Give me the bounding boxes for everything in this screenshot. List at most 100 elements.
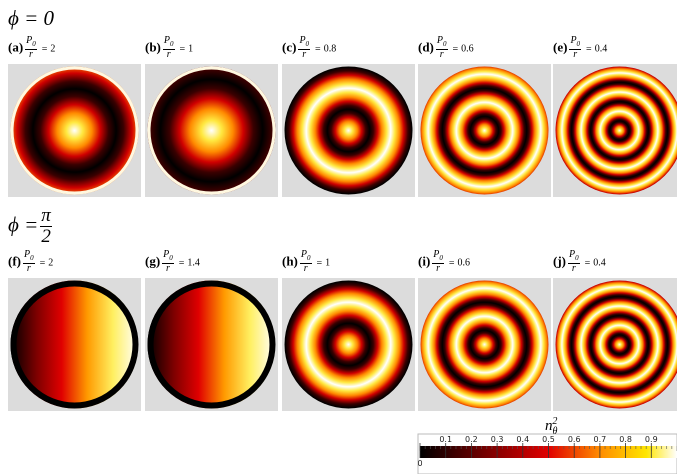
numerator-text: P — [433, 249, 440, 260]
colorbar-symbol: n — [545, 418, 553, 434]
parameter-value: 0.8 — [323, 43, 337, 55]
numerator-text: P — [299, 35, 306, 46]
numerator-subscript: 0 — [307, 254, 311, 262]
parameter-fraction: P0 r — [23, 250, 35, 274]
fraction-numerator: P0 — [298, 35, 311, 50]
colorbar-subscript: θ — [552, 426, 558, 437]
numerator-subscript: 0 — [443, 40, 447, 48]
parameter-relation: = — [41, 43, 48, 55]
colorbar-tick-label: 0.5 — [542, 435, 555, 444]
panel-label: (e) P0 r = 0.4 — [553, 36, 607, 60]
fraction-numerator: P0 — [162, 250, 174, 264]
parameter-value: 0.6 — [457, 257, 471, 269]
pattern-disk — [147, 280, 276, 409]
fraction-numerator: P0 — [23, 250, 35, 264]
parameter-relation: = — [584, 257, 591, 269]
numerator-text: P — [24, 249, 31, 260]
panel-tag: (a) — [8, 39, 24, 55]
colorbar-tick-label: 0.2 — [465, 435, 478, 444]
numerator-text: P — [569, 249, 576, 260]
disk-rim — [10, 280, 139, 409]
panel-label: (g) P0 r = 1.4 — [145, 250, 200, 274]
parameter-value: 0.4 — [593, 257, 606, 269]
pattern-disk — [284, 280, 413, 409]
title-lhs: ϕ = — [8, 212, 39, 237]
parameter-fraction: P0 r — [432, 250, 444, 274]
parameter-value: 1 — [325, 257, 331, 269]
parameter-fraction: P0 r — [162, 250, 174, 274]
numerator-text: P — [436, 35, 443, 46]
parameter-relation: = — [39, 257, 46, 269]
fraction-numerator: P0 — [432, 250, 444, 264]
parameter-fraction: P0 r — [568, 250, 580, 274]
numerator-text: P — [570, 35, 577, 46]
numerator-subscript: 0 — [305, 40, 310, 48]
numerator-subscript: 0 — [170, 40, 174, 48]
parameter-value: 1.4 — [187, 257, 200, 269]
panel-tag: (g) — [145, 253, 161, 269]
pattern-disk — [420, 280, 549, 409]
parameter-fraction: P0 r — [299, 250, 312, 274]
parameter-value: 0.4 — [594, 43, 608, 55]
panel-label: (a) P0 r = 2 — [8, 36, 55, 60]
fraction-numerator: P0 — [435, 35, 448, 50]
parameter-fraction: P0 r — [25, 36, 37, 60]
parameter-fraction: P0 r — [569, 35, 582, 60]
fraction-numerator: π — [40, 206, 52, 227]
parameter-relation: = — [316, 257, 323, 269]
panel-tag: (c) — [282, 39, 297, 55]
pattern-disk — [555, 280, 677, 409]
parameter-value: 2 — [50, 43, 56, 55]
colorbar-superscript: 2 — [552, 416, 558, 427]
parameter-value: 0.6 — [461, 43, 474, 55]
parameter-relation: = — [586, 43, 592, 55]
colorbar-tick-label: 0.7 — [593, 435, 607, 444]
colorbar-tick-label: 0.1 — [439, 435, 453, 444]
disk-rim — [10, 66, 139, 195]
parameter-relation: = — [315, 43, 321, 55]
numerator-subscript: 0 — [439, 254, 443, 262]
pattern-disk — [147, 66, 276, 195]
panel-label: (f) P0 r = 2 — [8, 250, 53, 274]
panel-tag: (d) — [418, 39, 434, 55]
panel-tag: (i) — [418, 253, 431, 269]
colorbar-tick-label: 0.3 — [490, 435, 504, 444]
panel-tag: (e) — [553, 39, 568, 55]
panel-label: (d) P0 r = 0.6 — [418, 36, 474, 60]
fraction-denominator: r — [302, 49, 307, 60]
fraction-numerator: P0 — [299, 250, 312, 264]
pattern-disk — [10, 66, 139, 195]
colorbar-tick-label: 0.6 — [567, 435, 581, 444]
numerator-subscript: 0 — [32, 40, 36, 48]
panel-label: (j) P0 r = 0.4 — [553, 250, 606, 274]
pattern-disk — [284, 66, 413, 195]
panel-label: (b) P0 r = 1 — [145, 36, 193, 60]
panel-label: (i) P0 r = 0.6 — [418, 250, 470, 274]
panel-label: (h) P0 r = 1 — [282, 250, 330, 274]
parameter-relation: = — [448, 257, 455, 269]
pattern-disk — [10, 280, 139, 409]
panel-tag: (b) — [145, 39, 161, 55]
fraction-denominator: r — [439, 49, 444, 60]
fraction-denominator: r — [26, 263, 31, 274]
colorbar-tick-label: 0.8 — [619, 435, 632, 444]
panel-tag: (j) — [553, 253, 566, 269]
parameter-value: 1 — [188, 43, 194, 55]
fraction-denominator: r — [166, 263, 170, 274]
fraction-denominator: r — [166, 49, 171, 60]
colorbar-tick-label: 0 — [417, 459, 423, 468]
colorbar-tick-label: 0.4 — [516, 435, 530, 444]
numerator-subscript: 0 — [30, 254, 34, 262]
numerator-subscript: 0 — [575, 254, 579, 262]
row-title: ϕ = 0 — [8, 6, 55, 30]
fraction-denominator: r — [436, 263, 441, 274]
panel-tag: (h) — [282, 253, 298, 269]
colorbar-tick-label: 0.9 — [644, 435, 658, 444]
fraction-denominator: r — [29, 49, 33, 60]
panel-tag: (f) — [8, 253, 21, 269]
parameter-relation: = — [179, 43, 186, 55]
pattern-disk — [420, 66, 549, 195]
